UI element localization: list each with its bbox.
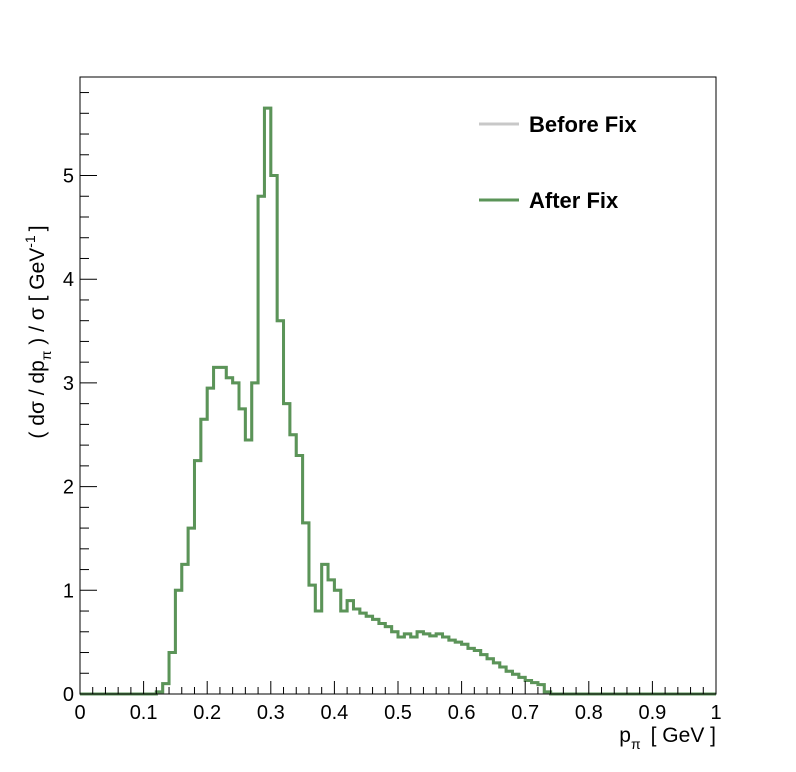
x-tick-label: 0.3 bbox=[257, 702, 285, 724]
y-tick-label: 1 bbox=[63, 580, 74, 602]
x-tick-label: 0.4 bbox=[320, 702, 348, 724]
x-axis-tick-labels: 0 0.1 0.2 0.3 0.4 0.5 0.6 0.7 0.8 0.9 1 bbox=[74, 702, 721, 724]
legend-label-before-fix: Before Fix bbox=[529, 112, 637, 137]
x-axis-ticks bbox=[79, 681, 717, 694]
y-axis-label-b: ) / σ [ GeV bbox=[26, 248, 49, 351]
x-tick-label: 0.1 bbox=[130, 702, 158, 724]
y-tick-label: 3 bbox=[63, 373, 74, 395]
y-axis-ticks bbox=[80, 92, 97, 695]
y-axis-label-c: ] bbox=[26, 225, 49, 231]
y-axis-label: ( dσ / dpπ ) / σ [ GeV-1] bbox=[22, 225, 54, 438]
y-tick-label: 0 bbox=[63, 684, 74, 706]
legend-label-after-fix: After Fix bbox=[529, 188, 619, 213]
x-tick-label: 0.8 bbox=[575, 702, 603, 724]
x-axis-label-sub: π bbox=[631, 736, 641, 752]
x-tick-label: 0.5 bbox=[384, 702, 412, 724]
x-tick-label: 0.9 bbox=[638, 702, 666, 724]
x-tick-label: 0.2 bbox=[193, 702, 221, 724]
y-tick-label: 4 bbox=[63, 269, 74, 291]
y-axis-label-sub: π bbox=[38, 350, 54, 360]
x-axis-label-unit: [ GeV ] bbox=[651, 724, 716, 747]
y-axis-label-a: ( dσ / dp bbox=[26, 360, 49, 438]
y-tick-label: 5 bbox=[63, 166, 74, 188]
legend: Before Fix After Fix bbox=[479, 112, 637, 213]
y-axis-label-sup: -1 bbox=[22, 235, 38, 248]
x-tick-label: 0.7 bbox=[511, 702, 539, 724]
x-tick-label: 0 bbox=[74, 702, 85, 724]
x-tick-label: 0.6 bbox=[448, 702, 476, 724]
x-axis-label-main: p bbox=[619, 724, 631, 747]
y-axis-tick-labels: 0 1 2 3 4 5 bbox=[63, 166, 74, 706]
x-tick-label: 1 bbox=[710, 702, 721, 724]
y-tick-label: 2 bbox=[63, 477, 74, 499]
x-axis-label: pπ [ GeV ] bbox=[619, 724, 716, 752]
